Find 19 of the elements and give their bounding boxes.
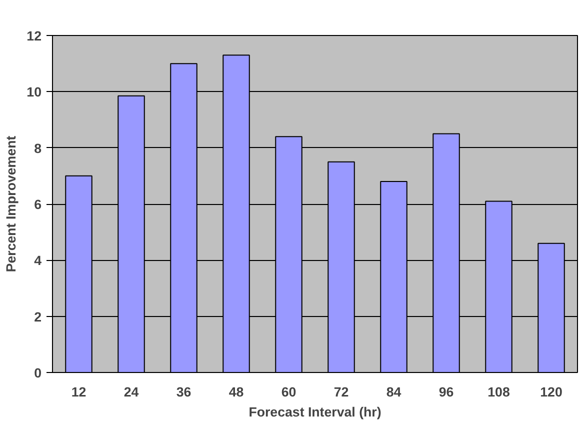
- y-axis-title: Percent Improvement: [4, 135, 19, 272]
- x-tick-label: 96: [438, 384, 454, 400]
- x-tick-label: 12: [71, 384, 86, 400]
- y-tick-label: 2: [34, 309, 42, 324]
- x-tick-label: 72: [334, 384, 349, 400]
- y-tick-label: 6: [34, 197, 42, 212]
- x-tick-label: 120: [540, 384, 562, 400]
- y-tick-label: 8: [34, 140, 42, 156]
- x-tick-label: 60: [281, 384, 296, 400]
- y-tick-label: 0: [34, 366, 42, 380]
- x-tick-label: 24: [124, 384, 140, 400]
- y-tick-label: 12: [26, 28, 42, 44]
- y-tick-label: 4: [34, 253, 42, 268]
- x-tick-label: 48: [228, 384, 244, 400]
- x-tick-label: 84: [386, 384, 402, 400]
- x-tick-label: 108: [488, 384, 510, 400]
- y-tick-label: 10: [26, 84, 42, 100]
- x-tick-label: 36: [176, 384, 192, 400]
- x-axis-title: Forecast Interval (hr): [248, 404, 382, 420]
